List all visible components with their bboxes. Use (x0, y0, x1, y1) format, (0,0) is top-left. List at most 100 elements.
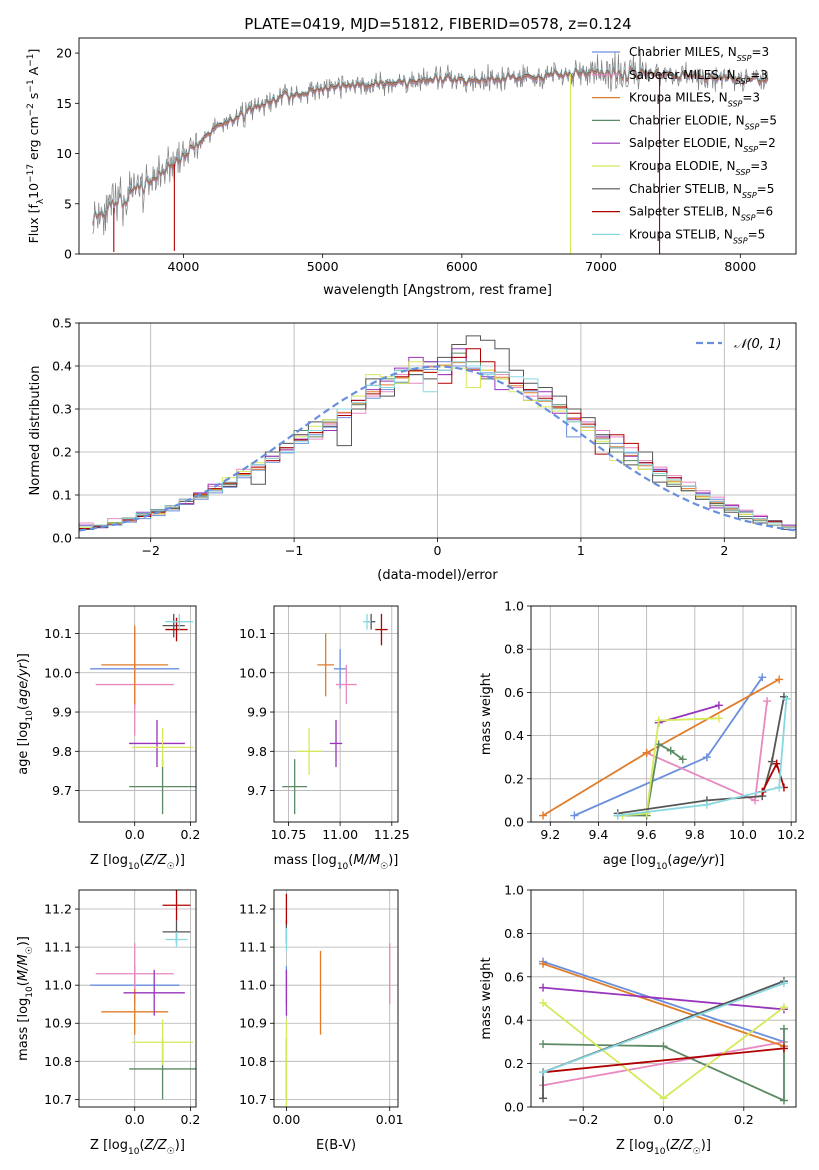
weight-point-marker (539, 1094, 548, 1103)
weight-metallicity-xlabel: Z [log10(Z/Z☉)] (616, 1138, 711, 1157)
mass-weight-vs-metallicity-xtick-label: 0.0 (654, 1112, 674, 1127)
weight-age-ylabel: mass weight (479, 673, 494, 755)
residuals-ytick-label: 0.2 (52, 445, 72, 460)
weight-point-marker (763, 697, 772, 706)
mass-weight-vs-metallicity-ytick-label: 0.8 (504, 926, 524, 941)
mass-vs-extinction-ytick-label: 10.9 (239, 1016, 267, 1031)
age-vs-metallicity-ytick-label: 10.1 (44, 626, 72, 641)
legend-entry: Chabrier STELIB, NSSP=5 (629, 182, 774, 200)
model-fit-line (92, 64, 769, 223)
weight-point-marker (539, 1040, 548, 1049)
residuals-xtick-label: −2 (141, 543, 159, 558)
histogram-ylabel: Normed distribution (28, 366, 43, 496)
weight-series-line (542, 1041, 785, 1087)
residuals-xtick-label: 0 (434, 543, 442, 558)
mass-weight-vs-metallicity-xtick-label: 0.2 (734, 1112, 754, 1127)
mass-weight-vs-metallicity-frame (530, 889, 797, 1108)
mass-weight-vs-age-xtick-label: 9.4 (589, 827, 609, 842)
weight-point-marker (775, 675, 784, 684)
spectrum-xtick-label: 8000 (724, 259, 756, 274)
mass-weight-vs-age-plot (539, 673, 791, 820)
weight-point-marker (714, 701, 723, 710)
mass-weight-vs-metallicity-ytick-label: 1.0 (504, 883, 524, 898)
legend-entry: Salpeter ELODIE, NSSP=2 (629, 136, 776, 154)
histogram-plot (79, 335, 796, 538)
age-vs-metallicity-ytick-label: 10.0 (44, 665, 72, 680)
mass-weight-vs-age-xtick-label: 10.0 (729, 827, 757, 842)
spectrum-xtick-label: 4000 (168, 259, 200, 274)
weight-series-line (542, 986, 785, 1011)
weight-point-marker (779, 1003, 788, 1012)
age-vs-metallicity-ytick-label: 9.7 (52, 783, 72, 798)
mass-weight-vs-age-ytick-label: 0.4 (504, 728, 524, 743)
age-vs-mass-ytick-label: 9.8 (247, 744, 267, 759)
mass-vs-metallicity-xtick-label: 0.2 (180, 1112, 200, 1127)
spectrum-ylabel: Flux [fλ10−17 erg cm−2 s−1 A−1] (26, 49, 46, 244)
mass-weight-vs-metallicity-xtick-label: −0.2 (568, 1112, 598, 1127)
histogram-xlabel: (data-model)/error (377, 568, 498, 583)
weight-point-marker (642, 809, 651, 818)
legend-entry: Chabrier ELODIE, NSSP=5 (629, 113, 777, 130)
weight-point-marker (779, 1024, 788, 1033)
age-vs-mass-xtick-label: 11.00 (322, 827, 358, 842)
mass-vs-extinction-ytick-label: 10.7 (239, 1092, 267, 1107)
age-vs-mass-ytick-label: 10.1 (239, 626, 267, 641)
mass-vs-metallicity-ytick-label: 10.9 (44, 1016, 72, 1031)
weight-series-line (542, 1047, 785, 1074)
weight-point-marker (779, 1096, 788, 1105)
legend-entry: Chabrier MILES, NSSP=3 (629, 45, 769, 63)
mass-vs-extinction-plot (285, 893, 391, 1107)
weight-point-marker (714, 714, 723, 723)
weight-series-line (542, 962, 785, 1048)
mass-vs-metallicity-ytick-label: 11.0 (44, 978, 72, 993)
weight-point-marker (654, 716, 663, 725)
weight-point-marker (539, 811, 548, 820)
weight-series-line (542, 960, 785, 1043)
age-mass-xlabel: mass [log10(M/M☉)] (274, 853, 399, 872)
spectrum-legend: Chabrier MILES, NSSP=3 Salpeter MILES, NS… (592, 45, 777, 245)
spectrum-xtick-label: 5000 (307, 259, 339, 274)
weight-point-marker (642, 748, 651, 757)
mass-weight-vs-metallicity-plot (539, 957, 788, 1105)
mass-metallicity-xlabel: Z [log10(Z/Z☉)] (90, 1138, 185, 1157)
mass-vs-metallicity-plot (90, 890, 196, 1100)
residuals-xtick-label: 2 (720, 543, 728, 558)
weight-series-line (617, 698, 788, 817)
weight-point-marker (782, 694, 791, 703)
legend-entry: Salpeter MILES, NSSP=3 (629, 68, 768, 86)
weight-point-marker (659, 1042, 668, 1051)
mass-vs-extinction-ytick-label: 11.1 (239, 940, 267, 955)
spectrum-ytick-label: 0 (64, 247, 72, 262)
age-vs-metallicity-plot (90, 613, 196, 815)
spectrum-ytick-label: 15 (56, 96, 72, 111)
age-vs-mass-xtick-label: 11.25 (374, 827, 410, 842)
weight-metallicity-ylabel: mass weight (479, 957, 494, 1039)
mass-vs-metallicity-ytick-label: 10.8 (44, 1054, 72, 1069)
weight-age-xlabel: age [log10(age/yr)] (603, 853, 725, 872)
residuals-ytick-label: 0.0 (52, 531, 72, 546)
age-vs-mass-ytick-label: 9.7 (247, 783, 267, 798)
mass-vs-extinction-ytick-label: 11.2 (239, 902, 267, 917)
weight-point-marker (779, 1044, 788, 1053)
normal-curve (79, 365, 796, 532)
mass-vs-extinction-ytick-label: 11.0 (239, 978, 267, 993)
legend-entry: Kroupa MILES, NSSP=3 (629, 91, 760, 109)
mass-weight-vs-age-ytick-label: 0.6 (504, 685, 524, 700)
weight-point-marker (666, 746, 675, 755)
mass-metallicity-ylabel: mass [log10(M/M☉)] (16, 936, 35, 1061)
mass-weight-vs-age-xtick-label: 10.2 (777, 827, 805, 842)
weight-series-line (542, 982, 785, 1074)
mass-vs-extinction-xtick-label: 0.01 (376, 1112, 404, 1127)
weight-point-marker (772, 759, 781, 768)
spectrum-ytick-label: 5 (64, 196, 72, 211)
mass-vs-extinction-frame (273, 889, 399, 1108)
age-metallicity-xlabel: Z [log10(Z/Z☉)] (90, 853, 185, 872)
weight-point-marker (678, 755, 687, 764)
spectrum-frame (78, 37, 797, 255)
mass-weight-vs-age-ytick-label: 0.0 (504, 815, 524, 830)
weight-point-marker (767, 757, 776, 766)
spectrum-xtick-label: 6000 (446, 259, 478, 274)
spectrum-axes: 4000 5000 6000 7000 8000 0 5 10 15 20 (56, 46, 756, 274)
spectrum-ytick-label: 10 (56, 146, 72, 161)
